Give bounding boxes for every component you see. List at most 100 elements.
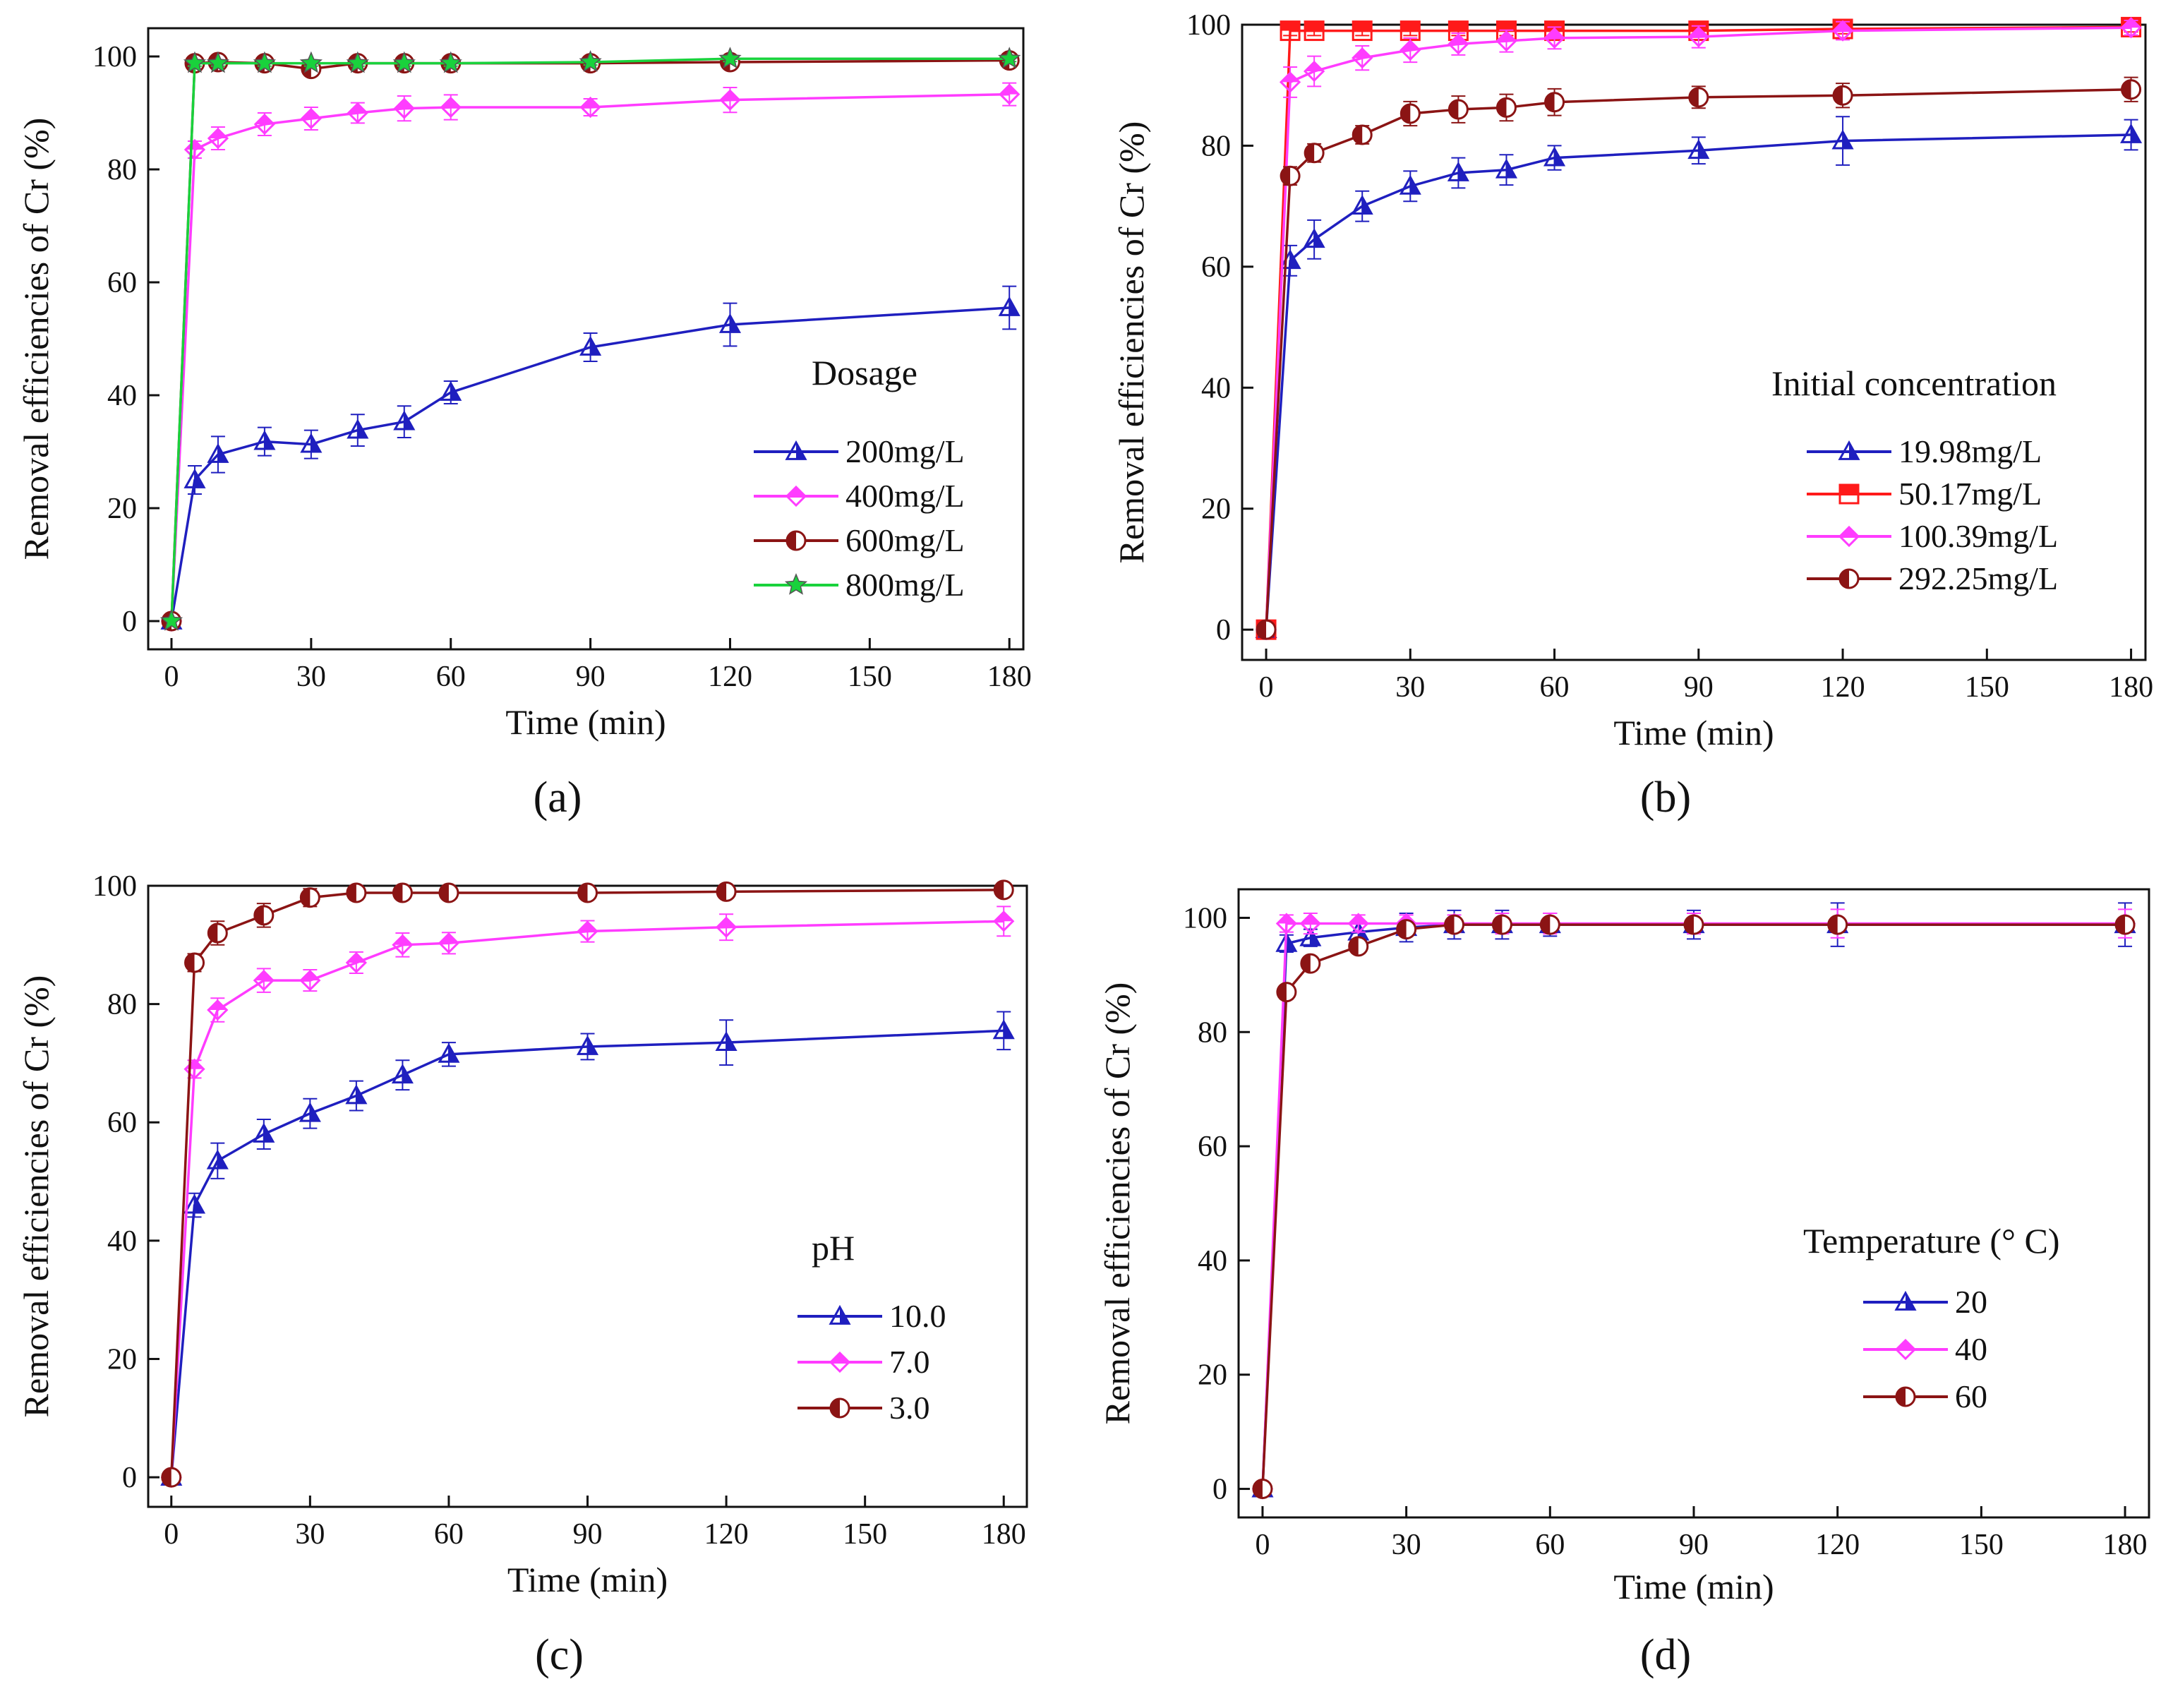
series-line	[1261, 923, 2126, 1489]
data-point	[207, 922, 228, 944]
data-point	[1299, 926, 1322, 946]
legend-title: pH	[812, 1228, 855, 1268]
data-point	[207, 443, 229, 463]
data-point	[1252, 1479, 1273, 1500]
x-tick-label: 120	[1821, 671, 1865, 704]
y-tick-label: 60	[1201, 251, 1231, 284]
data-point	[299, 51, 323, 73]
legend-item: 60	[1863, 1378, 1987, 1414]
data-point	[1539, 914, 1560, 935]
series-7.0	[160, 906, 1015, 1489]
data-point	[393, 97, 415, 119]
data-point	[438, 932, 460, 954]
legend-label: 50.17mg/L	[1898, 476, 2042, 512]
data-point	[998, 47, 1021, 68]
y-tick-label: 20	[1198, 1359, 1227, 1392]
legend-item: 292.25mg/L	[1807, 560, 2058, 596]
legend-label: 200mg/L	[845, 433, 965, 469]
data-point	[1280, 165, 1301, 186]
legend-label: 7.0	[889, 1344, 930, 1380]
data-point	[1544, 92, 1565, 113]
legend: Temperature (° C) 20 40 60	[1803, 1221, 2060, 1414]
panel-a: 0 30 60 90 120 150 180 0 20 40 60 80 100 Time (min) Re…	[16, 27, 1032, 822]
data-point	[206, 1149, 229, 1169]
y-tick-label: 80	[1198, 1016, 1227, 1049]
data-point	[345, 951, 367, 974]
data-point	[1303, 228, 1325, 248]
data-point	[393, 410, 416, 431]
data-point	[715, 1031, 738, 1051]
data-point	[1256, 619, 1277, 640]
data-point	[2114, 914, 2136, 935]
data-point	[346, 51, 369, 73]
data-point	[253, 113, 276, 136]
data-point	[438, 1042, 460, 1063]
data-point	[1832, 85, 1853, 106]
legend-item: 7.0	[797, 1344, 930, 1380]
legend-marker	[829, 1351, 851, 1373]
x-tick-label: 120	[708, 661, 752, 693]
data-point	[1444, 914, 1465, 935]
legend-marker	[1838, 525, 1860, 548]
legend-item: 50.17mg/L	[1807, 476, 2042, 512]
legend-marker	[785, 440, 807, 460]
x-tick-label: 180	[2109, 671, 2153, 704]
x-tick-label: 120	[1815, 1529, 1860, 1561]
legend-label: 60	[1955, 1378, 1987, 1414]
x-tick-label: 150	[1959, 1529, 2004, 1561]
data-point	[993, 910, 1015, 932]
data-point	[159, 609, 183, 631]
data-point	[345, 1084, 368, 1105]
data-point	[1352, 20, 1373, 42]
data-point	[1347, 913, 1369, 934]
data-point	[392, 882, 413, 903]
data-point	[1495, 97, 1517, 118]
x-tick-label: 0	[1255, 1529, 1270, 1561]
data-point	[300, 433, 323, 453]
legend-label: 400mg/L	[845, 478, 965, 514]
data-point	[1304, 20, 1325, 42]
panel-d: 0 30 60 90 120 150 180 0 20 40 60 80 100 Time (min) Re…	[1097, 888, 2150, 1679]
y-tick-label: 60	[107, 267, 137, 299]
legend-label: 100.39mg/L	[1898, 518, 2058, 554]
data-point	[1280, 20, 1301, 42]
panel-label: (a)	[534, 774, 582, 822]
y-tick-label: 60	[1198, 1131, 1227, 1163]
data-point	[579, 96, 601, 119]
x-tick-label: 90	[576, 661, 606, 693]
legend-marker	[784, 573, 808, 595]
data-point	[299, 1102, 321, 1122]
data-point	[1827, 914, 1848, 935]
data-point	[439, 51, 462, 73]
data-point	[1399, 103, 1421, 124]
data-point	[993, 879, 1014, 901]
data-point	[992, 1019, 1015, 1040]
x-tick-label: 150	[1965, 671, 2009, 704]
legend-label: 292.25mg/L	[1898, 560, 2058, 596]
legend-marker	[1838, 483, 1860, 505]
data-point	[184, 952, 205, 973]
data-point	[253, 1122, 275, 1143]
data-point	[1299, 913, 1321, 934]
data-point	[1495, 158, 1518, 179]
x-axis-title: Time (min)	[1613, 713, 1774, 752]
data-point	[253, 430, 276, 450]
data-point	[579, 335, 602, 356]
legend: pH 10.0 7.0 3.0	[797, 1228, 946, 1426]
x-tick-label: 30	[296, 661, 326, 693]
legend-marker	[1895, 1386, 1916, 1407]
x-tick-label: 180	[987, 661, 1032, 693]
data-point	[253, 905, 275, 926]
series-line	[1261, 922, 2126, 1489]
data-point	[1304, 60, 1325, 83]
data-point	[1399, 39, 1421, 61]
y-tick-label: 20	[1201, 493, 1231, 526]
y-tick-label: 40	[1198, 1245, 1227, 1277]
data-point	[1300, 953, 1321, 974]
data-point	[207, 999, 229, 1021]
legend-marker	[785, 530, 807, 551]
x-tick-label: 150	[848, 661, 892, 693]
y-tick-label: 80	[107, 989, 137, 1021]
data-point	[1399, 174, 1421, 195]
